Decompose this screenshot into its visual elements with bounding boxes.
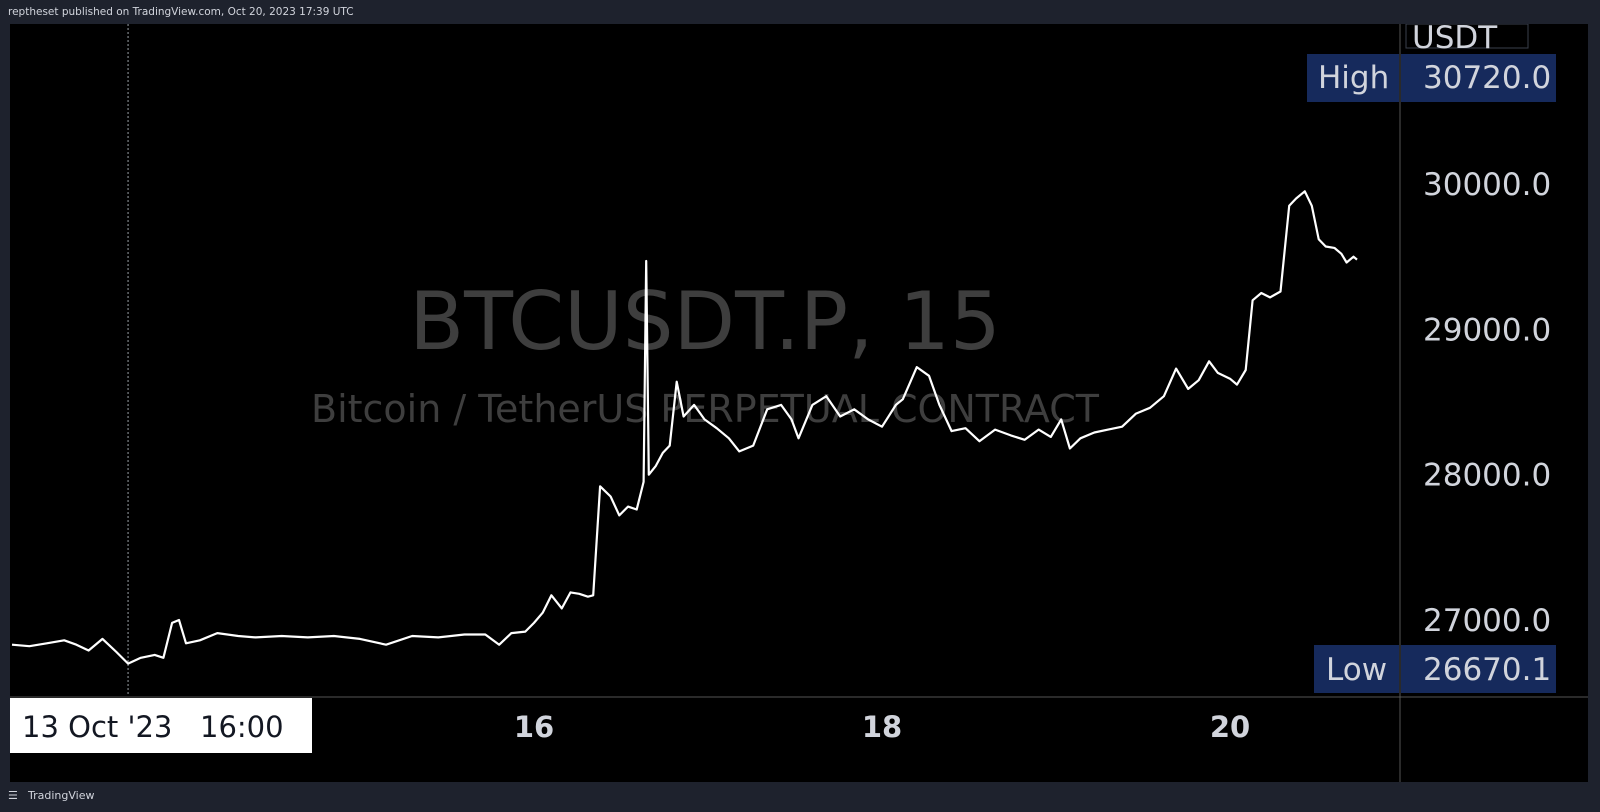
price-tick-label: 29000.0 [1423,312,1551,348]
chart-canvas[interactable]: BTCUSDT.P, 15 Bitcoin / TetherUS PERPETU… [10,24,1588,782]
price-axis[interactable]: 30000.0 29000.0 28000.0 27000.0 [1423,167,1551,639]
crosshair-time-label: 13 Oct '23 16:00 [22,710,284,744]
crosshair-time-box [10,698,312,753]
low-value-box [1401,645,1556,693]
price-tick-label: 27000.0 [1423,603,1551,639]
high-value-box [1401,54,1556,102]
low-label-box [1314,645,1399,693]
time-tick-label: 18 [862,710,902,744]
watermark-description: Bitcoin / TetherUS PERPETUAL CONTRACT [311,387,1100,431]
high-marker: High 30720.0 [1307,54,1556,102]
time-tick-label: 16 [514,710,554,744]
currency-label: USDT [1412,24,1498,56]
time-axis[interactable]: 16 18 20 [514,710,1250,744]
high-label: High [1318,60,1389,96]
price-series-line[interactable] [11,190,1358,665]
price-chart[interactable]: BTCUSDT.P, 15 Bitcoin / TetherUS PERPETU… [10,24,1588,782]
currency-box [1405,24,1529,49]
price-tick-label: 30000.0 [1423,167,1551,203]
publish-info-text: reptheset published on TradingView.com, … [8,6,354,18]
low-value: 26670.1 [1423,652,1551,688]
low-marker: Low 26670.1 [1314,645,1556,693]
watermark-symbol: BTCUSDT.P, 15 [409,275,1001,368]
low-label: Low [1326,652,1387,688]
high-label-box [1307,54,1399,102]
price-tick-label: 28000.0 [1423,458,1551,494]
tradingview-logo-icon[interactable]: ☰ [8,789,18,802]
footer-bar: ☰ TradingView [0,786,1600,812]
crosshair-time-marker: 13 Oct '23 16:00 [10,698,312,753]
publish-header: reptheset published on TradingView.com, … [0,0,1600,24]
high-value: 30720.0 [1423,60,1551,96]
time-tick-label: 20 [1210,710,1250,744]
tradingview-brand-name[interactable]: TradingView [28,789,95,802]
